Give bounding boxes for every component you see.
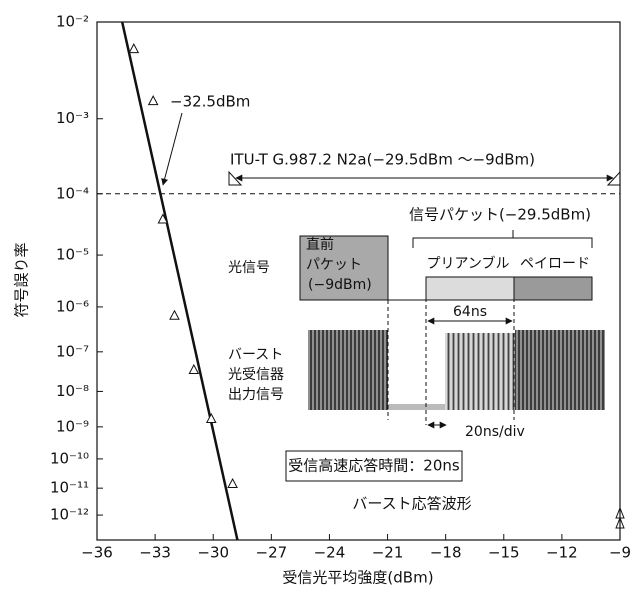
y-tick-label: 10⁻⁴ <box>56 184 89 202</box>
receiver-label: 光受信器 <box>228 367 284 383</box>
y-tick-label: 10⁻⁷ <box>56 342 89 360</box>
payload-box <box>514 277 592 300</box>
packet-label: 信号パケット(−29.5dBm) <box>409 206 591 224</box>
sensitivity-label: −32.5dBm <box>170 93 250 111</box>
y-tick-label: 10⁻¹¹ <box>50 479 89 497</box>
data-point <box>129 44 138 53</box>
x-tick-label: −24 <box>314 544 346 562</box>
waveform <box>515 330 605 410</box>
optical-signal-label: 光信号 <box>228 260 270 276</box>
receiver-label: バースト <box>228 347 283 363</box>
x-tick-label: −21 <box>372 544 404 562</box>
x-tick-label: −27 <box>256 544 288 562</box>
x-tick-label: −33 <box>139 544 171 562</box>
preamble-box <box>426 277 514 300</box>
y-tick-label: 10⁻² <box>56 13 89 31</box>
preamble-length-label: 64ns <box>453 304 487 320</box>
data-point <box>207 414 216 423</box>
y-tick-label: 10⁻⁵ <box>56 246 89 264</box>
receiver-label: 出力信号 <box>228 387 284 403</box>
data-point <box>228 479 237 488</box>
data-point <box>149 96 158 105</box>
x-tick-label: −15 <box>488 544 520 562</box>
y-tick-label: 10⁻⁶ <box>56 297 89 315</box>
sensitivity-arrow <box>163 113 182 185</box>
data-point <box>189 365 198 374</box>
x-tick-label: −18 <box>430 544 462 562</box>
y-tick-label: 10⁻⁹ <box>56 417 89 435</box>
y-tick-label: 10⁻³ <box>56 109 89 127</box>
waveform <box>445 333 515 410</box>
previous-packet-label: パケット <box>306 257 362 273</box>
previous-packet-label: 直前 <box>306 236 334 253</box>
y-tick-label: 10⁻¹⁰ <box>50 449 89 467</box>
waveform <box>388 404 445 410</box>
response-time-label: 受信高速応答時間：20ns <box>288 457 460 475</box>
packet-bracket <box>413 230 592 248</box>
preamble-label: プリアンブル <box>426 255 509 272</box>
x-tick-label: −30 <box>197 544 229 562</box>
chart: 符号誤り率 受信光平均強度(dBm) −32.5dBm ITU-T G.987.… <box>0 0 638 592</box>
standard-label: ITU-T G.987.2 N2a(−29.5dBm 〜−9dBm) <box>230 151 535 169</box>
y-axis-label: 符号誤り率 <box>13 242 31 317</box>
x-tick-label: −12 <box>546 544 578 562</box>
previous-packet-label: (−9dBm) <box>308 277 372 293</box>
payload-label: ペイロード <box>520 256 590 272</box>
x-axis-label: 受信光平均強度(dBm) <box>282 569 433 587</box>
x-tick-label: −9 <box>609 544 631 562</box>
waveform-caption: バースト応答波形 <box>352 495 471 513</box>
waveform <box>308 330 388 410</box>
time-scale-label: 20ns/div <box>465 424 525 440</box>
x-tick-label: −36 <box>81 544 113 562</box>
y-tick-label: 10⁻⁸ <box>56 382 89 400</box>
y-tick-label: 10⁻¹² <box>50 506 89 524</box>
page: 符号誤り率 受信光平均強度(dBm) −32.5dBm ITU-T G.987.… <box>0 0 638 596</box>
data-point <box>170 311 179 320</box>
